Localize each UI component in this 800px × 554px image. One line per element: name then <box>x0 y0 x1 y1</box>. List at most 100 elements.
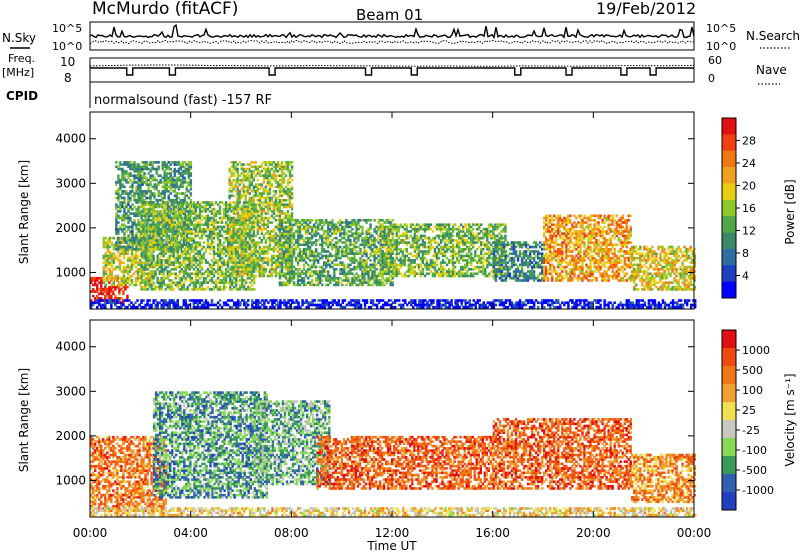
heatmap-cell <box>196 270 200 273</box>
heatmap-cell <box>244 214 247 218</box>
heatmap-cell <box>262 250 266 253</box>
heatmap-cell <box>230 161 233 164</box>
heatmap-cell <box>148 239 151 242</box>
heatmap-cell <box>198 250 202 253</box>
heatmap-cell <box>110 263 114 267</box>
heatmap-cell <box>117 227 120 231</box>
heatmap-cell <box>146 243 149 247</box>
heatmap-cell <box>236 232 240 235</box>
heatmap-cell <box>264 167 268 171</box>
heatmap-cell <box>252 265 255 269</box>
heatmap-cell <box>110 270 114 273</box>
heatmap-cell <box>250 216 253 220</box>
heatmap-cell <box>220 247 224 251</box>
heatmap-cell <box>238 216 241 220</box>
heatmap-cell <box>188 207 192 211</box>
heatmap-cell <box>182 272 186 276</box>
heatmap-cell <box>128 265 132 269</box>
heatmap-cell <box>232 223 235 227</box>
heatmap-cell <box>185 163 189 166</box>
heatmap-cell <box>198 203 202 206</box>
heatmap-cell <box>166 261 169 264</box>
heatmap-cell <box>173 178 176 182</box>
heatmap-cell <box>264 250 268 253</box>
heatmap-cell <box>192 232 196 235</box>
heatmap-cell <box>252 250 255 253</box>
heatmap-cell <box>135 232 138 235</box>
heatmap-cell <box>260 267 264 271</box>
heatmap-cell <box>266 221 270 224</box>
heatmap-cell <box>156 221 159 224</box>
nave-trace <box>89 64 695 67</box>
heatmap-cell <box>124 285 127 289</box>
heatmap-cell <box>228 230 231 233</box>
heatmap-cell <box>148 230 151 233</box>
heatmap-cell <box>168 279 171 282</box>
heatmap-cell <box>176 252 179 256</box>
heatmap-cell <box>142 245 145 249</box>
heatmap-cell <box>234 274 237 278</box>
heatmap-cell <box>184 288 188 291</box>
heatmap-cell <box>127 201 130 204</box>
heatmap-cell <box>194 214 198 218</box>
heatmap-cell <box>218 250 222 253</box>
heatmap-cell <box>196 234 200 238</box>
heatmap-cell <box>187 165 191 169</box>
heatmap-cell <box>189 167 193 171</box>
heatmap-cell <box>314 247 318 251</box>
heatmap-cell <box>188 214 192 218</box>
heatmap-cell <box>185 169 189 173</box>
heatmap-cell <box>230 216 233 220</box>
heatmap-cell <box>192 283 196 287</box>
heatmap-cell <box>158 252 161 256</box>
heatmap-cell <box>185 189 189 193</box>
heatmap-cell <box>146 201 149 204</box>
heatmap-cell <box>248 254 251 258</box>
heatmap-cell <box>266 178 270 182</box>
heatmap-cell <box>124 270 128 273</box>
heatmap-cell <box>102 245 105 249</box>
heatmap-cell <box>220 243 224 247</box>
heatmap-cell <box>182 243 186 247</box>
heatmap-cell <box>173 169 176 173</box>
heatmap-cell <box>232 281 236 284</box>
heatmap-cell <box>161 176 164 180</box>
heatmap-cell <box>144 256 147 260</box>
heatmap-cell <box>168 288 171 291</box>
heatmap-cell <box>224 230 228 233</box>
heatmap-cell <box>174 241 177 244</box>
heatmap-cell <box>187 174 191 178</box>
heatmap-cell <box>258 192 262 195</box>
heatmap-cell <box>122 290 125 293</box>
heatmap-cell <box>236 250 239 253</box>
heatmap-cell <box>236 227 240 231</box>
heatmap-cell <box>232 272 235 276</box>
heatmap-cell <box>154 247 157 251</box>
heatmap-cell <box>262 167 266 171</box>
heatmap-cell <box>116 259 120 262</box>
heatmap-cell <box>104 290 107 293</box>
heatmap-cell <box>186 223 190 227</box>
heatmap-cell <box>175 198 178 202</box>
heatmap-cell <box>146 234 149 238</box>
heatmap-cell <box>138 283 142 287</box>
heatmap-cell <box>162 263 165 267</box>
heatmap-cell <box>194 212 198 215</box>
heatmap-cell <box>187 163 191 166</box>
heatmap-cell <box>163 163 166 166</box>
heatmap-cell <box>247 203 250 206</box>
heatmap-cell <box>123 236 126 240</box>
heatmap-cell <box>250 181 253 184</box>
heatmap-cell <box>284 174 288 178</box>
heatmap-cell <box>238 218 242 222</box>
heatmap-cell <box>234 288 238 291</box>
heatmap-cell <box>166 207 169 211</box>
heatmap-cell <box>161 189 164 193</box>
heatmap-cell <box>189 178 193 182</box>
heatmap-cell <box>260 247 264 251</box>
heatmap-cell <box>186 221 190 224</box>
heatmap-cell <box>154 243 157 247</box>
heatmap-cell <box>290 174 294 178</box>
heatmap-cell <box>184 223 188 227</box>
heatmap-cell <box>181 163 185 166</box>
